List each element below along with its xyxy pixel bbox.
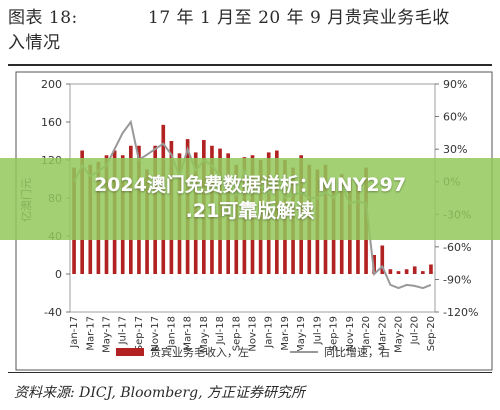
legend-label-bar: 贵宾业务毛收入，左 <box>150 345 249 359</box>
x-axis-tick-label: May-19 <box>296 316 307 353</box>
x-axis-tick-label: Mar-19 <box>280 316 291 351</box>
x-axis-tick-label: May-20 <box>394 316 405 353</box>
legend-label-line: 同比增速，右 <box>324 345 390 359</box>
x-axis-tick-label: Jul-18 <box>215 316 226 345</box>
y2-axis-tick-label: -120% <box>443 306 478 319</box>
y2-axis-tick-label: -90% <box>443 273 471 286</box>
title-rule <box>8 64 492 66</box>
x-axis-tick-label: Sep-17 <box>134 316 145 351</box>
y2-axis-tick-label: 60% <box>443 111 467 124</box>
promo-overlay-banner <box>0 158 500 240</box>
x-axis-tick-label: Sep-20 <box>426 316 437 351</box>
x-axis-tick-label: Mar-17 <box>85 316 96 351</box>
legend-swatch-bar <box>116 348 144 356</box>
promo-overlay-line1: 2024澳门免费数据详析：MNY297 <box>93 174 407 196</box>
y2-axis-tick-label: 90% <box>443 78 467 91</box>
x-axis-tick-label: May-17 <box>102 316 113 353</box>
bar <box>396 271 401 274</box>
x-axis-tick-label: Jul-20 <box>410 316 421 345</box>
x-axis-tick-label: Sep-19 <box>329 316 340 351</box>
bar <box>412 266 417 274</box>
bar <box>372 255 376 274</box>
y2-axis-tick-label: -60% <box>443 241 471 254</box>
x-axis-tick-label: Jan-20 <box>361 316 372 349</box>
y-axis-tick-label: 0 <box>55 268 62 281</box>
x-axis-tick-label: Nov-19 <box>345 316 356 352</box>
x-axis-tick-label: Nov-17 <box>150 316 161 352</box>
x-axis-tick-label: Jan-19 <box>264 316 275 349</box>
bar <box>404 269 409 274</box>
figure-title-cont: 入情况 <box>8 33 61 53</box>
y2-axis-tick-label: 30% <box>443 143 467 156</box>
source-note: 资料来源: DICJ, Bloomberg, 方正证券研究所 <box>14 385 306 401</box>
figure-title: 图表 18: 17 年 1 月至 20 年 9 月贵宾业务毛收 入情况 <box>8 6 492 56</box>
x-axis-tick-label: Sep-18 <box>231 316 242 351</box>
y-axis-tick-label: 160 <box>41 116 62 129</box>
x-axis-tick-label: Jan-17 <box>69 316 80 349</box>
source-rule <box>8 372 492 373</box>
bar <box>380 245 385 274</box>
promo-overlay-text: 2024澳门免费数据详析：MNY297 .21可靠版解读 <box>20 172 480 224</box>
x-axis-tick-label: Nov-18 <box>248 316 259 352</box>
bar <box>421 271 425 274</box>
figure-title-main: 17 年 1 月至 20 年 9 月贵宾业务毛收 <box>148 8 450 28</box>
x-axis-tick-label: Mar-18 <box>183 316 194 351</box>
x-axis-tick-label: Jul-19 <box>312 316 323 345</box>
y-axis-tick-label: 200 <box>41 78 62 91</box>
bar <box>388 269 393 274</box>
x-axis-tick-label: Jan-18 <box>166 316 177 349</box>
x-axis-tick-label: Jul-17 <box>118 316 129 345</box>
figure-number: 图表 18: <box>8 8 78 28</box>
x-axis-tick-label: Mar-20 <box>377 316 388 351</box>
x-axis-tick-label: May-18 <box>199 316 210 353</box>
y-axis-tick-label: -40 <box>44 306 62 319</box>
promo-overlay-line2: .21可靠版解读 <box>185 200 315 222</box>
bar <box>429 264 433 274</box>
